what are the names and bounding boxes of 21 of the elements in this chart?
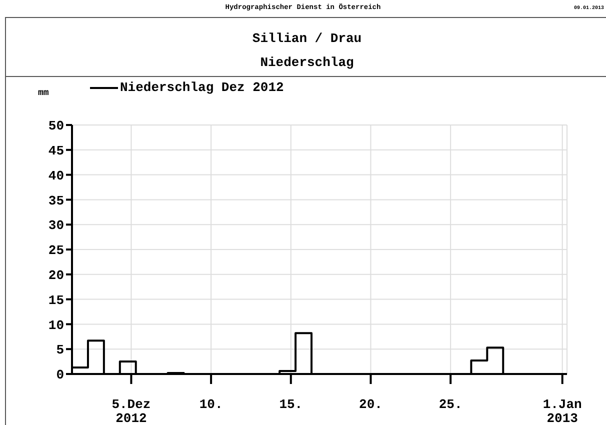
y-tick-label: 45 xyxy=(48,144,64,159)
y-axis-title: mm xyxy=(38,88,49,98)
y-tick-label: 25 xyxy=(48,243,64,258)
y-tick-label: 40 xyxy=(48,168,64,184)
x-tick-label: 15. xyxy=(279,397,303,412)
y-tick-label: 50 xyxy=(48,118,64,134)
x-tick-label: 10. xyxy=(199,397,223,412)
y-tick-label: 15 xyxy=(48,292,64,308)
y-tick-label: 5 xyxy=(56,342,64,358)
chart-subtitle: Niederschlag xyxy=(259,55,355,70)
x-tick-label: 5.Dez 2012 xyxy=(112,397,151,425)
y-tick-label: 30 xyxy=(48,218,64,234)
chart-title: Sillian / Drau xyxy=(251,31,363,46)
legend-label: Niederschlag Dez 2012 xyxy=(120,80,284,95)
y-tick-label: 10 xyxy=(48,318,64,333)
x-tick-label: 25. xyxy=(438,397,462,412)
y-tick-label: 0 xyxy=(56,368,64,383)
x-tick-label: 1.Jan 2013 xyxy=(542,397,582,425)
y-tick-label: 35 xyxy=(48,193,64,208)
x-tick-label: 20. xyxy=(359,397,382,412)
y-tick-label: 20 xyxy=(48,268,64,284)
